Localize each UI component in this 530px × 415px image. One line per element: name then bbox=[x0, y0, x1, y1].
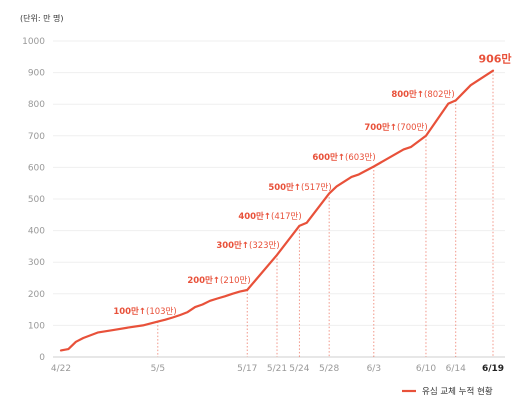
milestone-sub: (700만) bbox=[397, 123, 428, 133]
x-tick-label: 4/22 bbox=[51, 364, 71, 374]
grid bbox=[53, 40, 505, 358]
milestone-label: 400만↑(417만) bbox=[238, 211, 301, 222]
y-tick-label: 300 bbox=[28, 258, 45, 268]
legend: 유심 교체 누적 현황 bbox=[402, 386, 493, 397]
milestone-label: 600만↑(603만) bbox=[312, 152, 375, 163]
milestone-label: 300만↑(323만) bbox=[216, 240, 279, 251]
x-tick-label: 5/24 bbox=[289, 364, 309, 374]
annotations: 100만↑(103만) 200만↑(210만) 300만↑(323만) 400만↑(4… bbox=[113, 89, 454, 317]
guide-lines bbox=[157, 70, 494, 357]
x-tick-label: 6/14 bbox=[446, 364, 466, 374]
milestone-sub: (603만) bbox=[345, 153, 376, 163]
x-tick-label: 5/21 bbox=[267, 364, 287, 374]
series-line bbox=[59, 69, 495, 352]
milestone-main: 500만↑ bbox=[268, 182, 301, 193]
milestone-label: 100만↑(103만) bbox=[113, 306, 176, 317]
y-tick-label: 100 bbox=[28, 321, 45, 331]
y-tick-label: 900 bbox=[28, 69, 45, 79]
milestone-main: 700만↑ bbox=[364, 122, 397, 133]
y-tick-label: 200 bbox=[28, 290, 45, 300]
y-tick-label: 700 bbox=[28, 132, 45, 142]
y-axis: 0 100 200 300 400 500 600 700 800 900 1000 bbox=[22, 37, 45, 363]
x-tick-label: 6/10 bbox=[416, 364, 436, 374]
milestone-sub: (517만) bbox=[301, 183, 332, 193]
x-tick-label: 5/28 bbox=[319, 364, 339, 374]
milestone-main: 200만↑ bbox=[187, 275, 220, 286]
x-tick-label: 6/19 bbox=[482, 364, 504, 374]
x-axis: 4/22 5/5 5/17 5/21 5/24 5/28 6/3 6/10 6/14 6/19 bbox=[51, 364, 504, 374]
milestone-sub: (323만) bbox=[249, 241, 280, 251]
milestone-sub: (103만) bbox=[146, 307, 177, 317]
y-tick-label: 1000 bbox=[22, 37, 45, 47]
milestone-label: 700만↑(700만) bbox=[364, 122, 427, 133]
milestone-main: 600만↑ bbox=[312, 152, 345, 163]
y-tick-label: 400 bbox=[28, 227, 45, 237]
x-tick-label: 5/17 bbox=[237, 364, 257, 374]
milestone-label: 500만↑(517만) bbox=[268, 182, 331, 193]
unit-label: (단위: 만 명) bbox=[20, 13, 63, 23]
y-tick-label: 600 bbox=[28, 163, 45, 173]
y-tick-label: 500 bbox=[28, 195, 45, 205]
milestone-main: 400만↑ bbox=[238, 211, 271, 222]
x-tick-label: 5/5 bbox=[151, 364, 165, 374]
x-tick-label: 6/3 bbox=[367, 364, 381, 374]
milestone-label: 800만↑(802만) bbox=[391, 89, 454, 100]
milestone-sub: (210만) bbox=[220, 276, 251, 286]
milestone-main: 300만↑ bbox=[216, 240, 249, 251]
legend-label: 유심 교체 누적 현황 bbox=[422, 386, 493, 397]
milestone-main: 800만↑ bbox=[391, 89, 424, 100]
y-tick-label: 800 bbox=[28, 100, 45, 110]
final-value-label: 906만 bbox=[478, 52, 511, 66]
milestone-sub: (802만) bbox=[424, 90, 455, 100]
milestone-label: 200만↑(210만) bbox=[187, 275, 250, 286]
milestone-sub: (417만) bbox=[271, 212, 302, 222]
y-tick-label: 0 bbox=[39, 353, 45, 363]
milestone-main: 100만↑ bbox=[113, 306, 146, 317]
